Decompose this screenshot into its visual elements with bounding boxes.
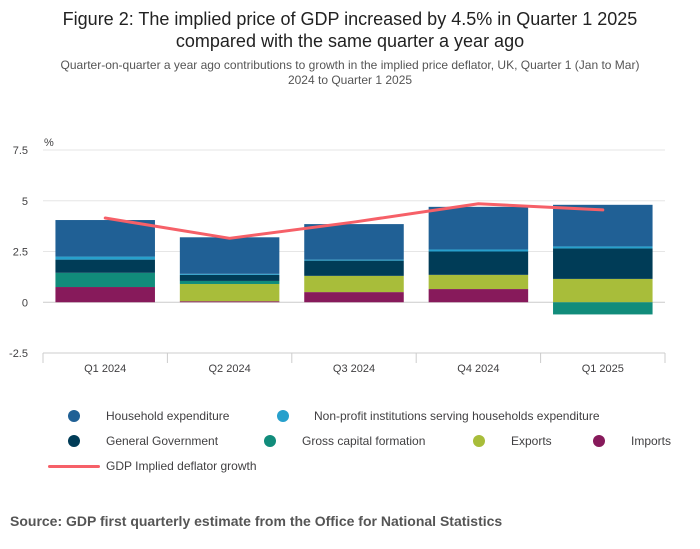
legend-swatch-deflator (48, 465, 100, 468)
bar-segment (428, 251, 529, 275)
x-tick-label: Q3 2024 (333, 363, 375, 375)
bar-segment (179, 283, 280, 302)
bar-segment (428, 206, 529, 250)
legend-label-deflator: GDP Implied deflator growth (106, 459, 257, 473)
legend-label-imports: Imports (631, 434, 672, 448)
x-tick-label: Q1 2025 (582, 363, 624, 375)
bar-segment (304, 259, 404, 261)
chart-subtitle-line-2: 2024 to Quarter 1 2025 (287, 73, 413, 87)
bar-segment (179, 280, 280, 284)
chart-title: Figure 2: The implied price of GDP incre… (0, 8, 700, 52)
y-tick-label: 5 (22, 196, 28, 208)
bar-segment (553, 248, 653, 279)
y-axis-label: % (44, 137, 54, 149)
bar-segment (179, 301, 280, 303)
chart-subtitle: Quarter-on-quarter a year ago contributi… (20, 58, 680, 88)
x-tick-label: Q4 2024 (457, 363, 499, 375)
bar-segment (55, 287, 155, 303)
chart-subtitle-line-1: Quarter-on-quarter a year ago contributi… (60, 58, 640, 72)
legend-label-exports: Exports (511, 434, 552, 448)
legend-swatch-government (68, 435, 80, 447)
bar-segment (304, 292, 404, 303)
y-tick-label: 2.5 (13, 247, 28, 259)
bar-segment (55, 259, 155, 273)
legend-swatch-exports (473, 435, 485, 447)
bar-segment (55, 256, 155, 260)
legend-swatch-gcf (264, 435, 276, 447)
bar-segment (55, 220, 155, 257)
x-tick-label: Q2 2024 (208, 363, 250, 375)
chart-plot: 7.5 5 2.5 0 -2.5 Q1 2024 Q2 2024 Q3 2024 Q4 2024… (9, 145, 666, 375)
bar-segment (179, 274, 280, 281)
bar-segment (553, 204, 653, 247)
bar-segment (179, 273, 280, 275)
bar-segment (179, 237, 280, 274)
deflator-line (103, 202, 605, 240)
y-tick-label: 7.5 (13, 145, 28, 157)
bar-segment (428, 249, 529, 252)
bar-segment (428, 289, 529, 303)
bar-segment (304, 224, 404, 260)
bar-segment (553, 278, 653, 303)
source-note: Source: GDP first quarterly estimate fro… (10, 513, 503, 529)
bar-segment (304, 260, 404, 276)
y-tick-label: -2.5 (9, 348, 28, 360)
legend-label-government: General Government (106, 434, 219, 448)
legend-swatch-household (68, 410, 80, 422)
bar-segment (55, 272, 155, 288)
legend-label-household: Household expenditure (106, 409, 230, 423)
bar-segment (553, 246, 653, 249)
bar-segment (428, 274, 529, 290)
chart-title-line-1: Figure 2: The implied price of GDP incre… (62, 9, 638, 29)
legend-swatch-imports (593, 435, 605, 447)
y-tick-label: 0 (22, 297, 28, 309)
bar-segment (304, 275, 404, 293)
x-tick-label: Q1 2024 (84, 363, 126, 375)
legend-label-npish: Non-profit institutions serving househol… (314, 409, 600, 423)
chart-title-line-2: compared with the same quarter a year ag… (175, 31, 525, 51)
legend-label-gcf: Gross capital formation (302, 434, 426, 448)
bar-segment (553, 302, 653, 315)
legend-swatch-npish (277, 410, 289, 422)
